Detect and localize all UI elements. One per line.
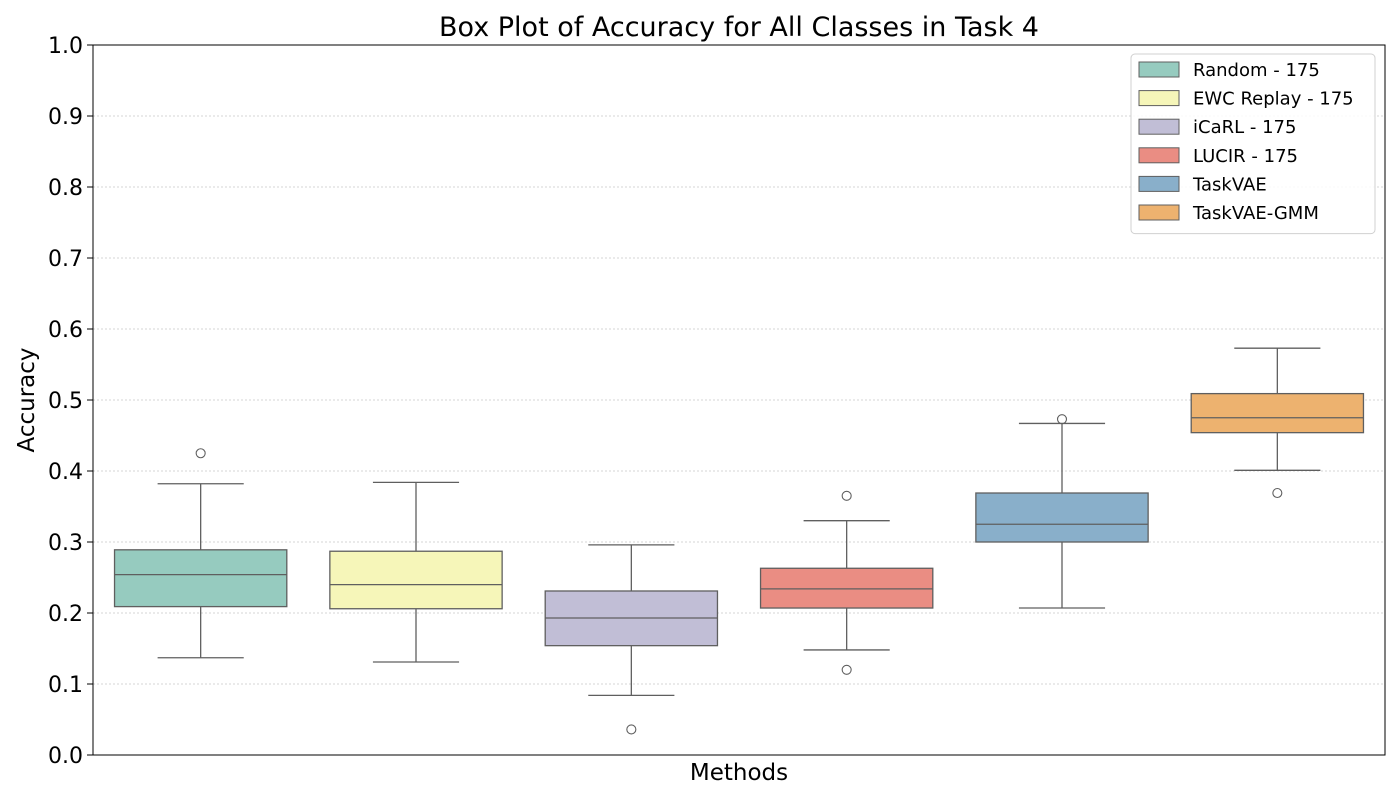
iqr-box bbox=[1190, 392, 1365, 434]
legend-item: EWC Replay - 175 bbox=[1138, 89, 1354, 110]
box-taskvae-gmm bbox=[1190, 347, 1365, 499]
legend-label: iCaRL - 175 bbox=[1193, 117, 1296, 138]
y-axis-ticks: 0.0 0.1 0.2 0.3 0.4 0.5 0.6 0.7 0.8 0.9 1.0 bbox=[48, 34, 93, 769]
outlier-point bbox=[1056, 414, 1068, 425]
legend-label: TaskVAE-GMM bbox=[1192, 203, 1319, 224]
legend-item: TaskVAE bbox=[1138, 174, 1267, 195]
box-taskvae bbox=[975, 414, 1149, 609]
legend-frame bbox=[1130, 53, 1376, 235]
box-series-group bbox=[113, 347, 1365, 735]
legend-item: LUCIR - 175 bbox=[1138, 146, 1298, 167]
y-tick-label: 0.9 bbox=[48, 105, 83, 130]
legend-item: Random - 175 bbox=[1138, 60, 1320, 81]
legend-label: EWC Replay - 175 bbox=[1193, 89, 1354, 110]
y-axis-title: Accuracy bbox=[14, 347, 40, 452]
outlier-point bbox=[1272, 487, 1283, 499]
box-lucir-175 bbox=[759, 490, 934, 675]
x-axis-title: Methods bbox=[690, 760, 788, 786]
plot-area-frame bbox=[92, 44, 1386, 756]
legend-label: Random - 175 bbox=[1193, 60, 1320, 81]
legend-label: TaskVAE bbox=[1192, 174, 1267, 195]
outlier-point bbox=[841, 490, 852, 501]
y-tick-label: 0.3 bbox=[48, 531, 83, 556]
legend-swatch bbox=[1138, 147, 1180, 164]
iqr-box bbox=[759, 567, 934, 609]
y-tick-label: 0.6 bbox=[48, 318, 83, 343]
y-tick-label: 0.1 bbox=[48, 673, 83, 698]
y-tick-label: 0.2 bbox=[48, 602, 83, 627]
chart-title: Box Plot of Accuracy for All Classes in … bbox=[439, 12, 1039, 43]
y-tick-label: 0.4 bbox=[48, 460, 83, 485]
iqr-box bbox=[113, 549, 288, 608]
iqr-box bbox=[329, 550, 503, 610]
y-tick-label: 0.7 bbox=[48, 247, 83, 272]
outlier-point bbox=[626, 724, 637, 735]
legend-item: TaskVAE-GMM bbox=[1138, 203, 1319, 224]
legend-swatch bbox=[1138, 175, 1180, 192]
y-tick-label: 0.5 bbox=[48, 389, 83, 414]
legend-swatch bbox=[1138, 204, 1180, 221]
iqr-box bbox=[975, 492, 1149, 543]
y-tick-label: 0.8 bbox=[48, 176, 83, 201]
legend-swatch bbox=[1138, 118, 1180, 135]
outlier-point bbox=[195, 448, 206, 459]
box-ewc-replay-175 bbox=[329, 481, 503, 663]
outlier-point bbox=[841, 664, 852, 675]
legend: Random - 175 EWC Replay - 175 iCaRL - 175 L… bbox=[1130, 53, 1376, 235]
legend-swatch bbox=[1138, 90, 1180, 107]
y-tick-label: 0.0 bbox=[48, 744, 83, 769]
legend-swatch bbox=[1138, 61, 1180, 78]
y-tick-label: 1.0 bbox=[48, 34, 83, 59]
legend-label: LUCIR - 175 bbox=[1193, 146, 1298, 167]
legend-item: iCaRL - 175 bbox=[1138, 117, 1296, 138]
box-random-175 bbox=[113, 448, 288, 659]
box-icarl-175 bbox=[544, 544, 719, 735]
